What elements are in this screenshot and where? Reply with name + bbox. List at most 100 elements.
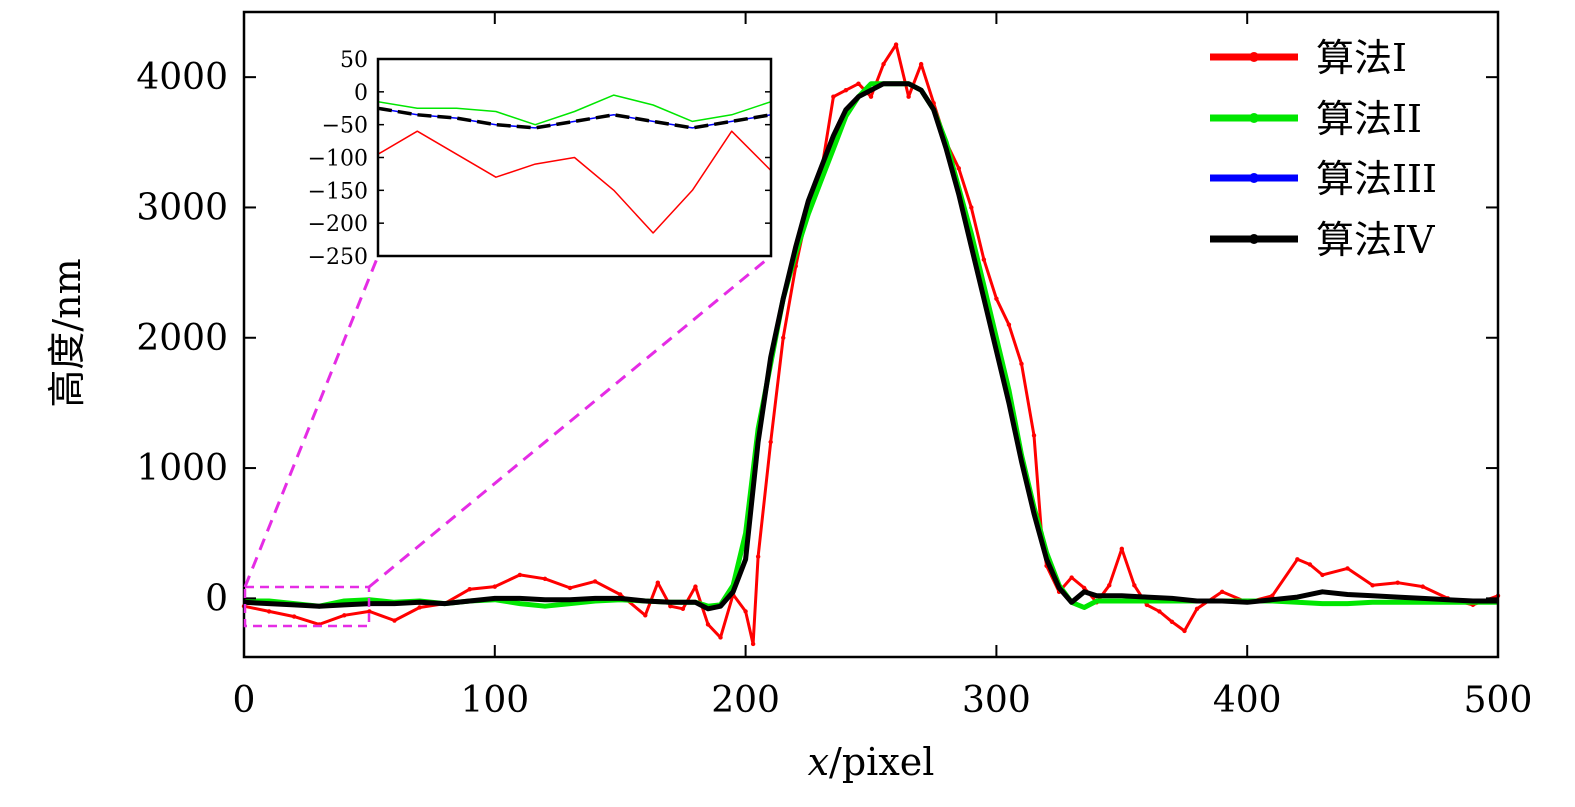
data-point xyxy=(743,609,748,614)
x-axis-label-var: x xyxy=(808,740,829,784)
data-point xyxy=(680,606,686,611)
x-tick-label: 400 xyxy=(1213,680,1282,721)
data-point xyxy=(718,635,723,640)
data-point xyxy=(592,579,598,584)
legend-item-algo-3: 算法III xyxy=(1210,157,1437,201)
data-point xyxy=(1119,546,1125,552)
inset-series-line-1 xyxy=(377,130,772,234)
zoom-connector-left xyxy=(243,255,380,588)
legend-marker-algo-4 xyxy=(1249,234,1259,244)
legend: 算法I 算法II 算法III 算法IV xyxy=(1210,36,1437,262)
plot-frame xyxy=(242,10,1500,659)
zoom-indicator xyxy=(243,254,772,628)
inset-y-axis: 50 0 −50 −100 −150 −200 −250 xyxy=(308,48,771,270)
legend-item-algo-2: 算法II xyxy=(1210,97,1422,141)
data-point xyxy=(994,296,999,301)
inset-y-tick-label: 0 xyxy=(354,81,368,106)
data-point xyxy=(1019,361,1024,367)
data-point xyxy=(342,613,347,618)
series-line-4 xyxy=(243,81,1498,612)
data-point xyxy=(906,94,911,99)
data-point xyxy=(266,609,272,614)
data-point xyxy=(956,166,961,171)
x-tick-label: 100 xyxy=(460,680,529,721)
y-tick-label: 1000 xyxy=(136,448,228,489)
legend-item-algo-4: 算法IV xyxy=(1210,218,1435,262)
data-point xyxy=(1081,585,1087,591)
data-point xyxy=(542,576,548,582)
data-point xyxy=(1219,589,1225,595)
data-point xyxy=(1107,583,1112,588)
legend-label-algo-1: 算法I xyxy=(1316,36,1407,80)
legend-item-algo-1: 算法I xyxy=(1210,36,1407,80)
data-point xyxy=(918,61,924,67)
y-axis: 0 1000 2000 3000 4000 xyxy=(136,57,1498,619)
inset-series-group xyxy=(377,94,772,234)
data-point xyxy=(1395,580,1400,585)
x-tick-label: 300 xyxy=(962,680,1031,721)
inset-series-line-4 xyxy=(377,106,772,130)
inset-y-tick-label: −150 xyxy=(308,179,368,204)
data-point xyxy=(1006,322,1012,327)
data-point xyxy=(655,580,661,585)
inset-y-tick-label: −100 xyxy=(308,147,368,172)
y-tick-label: 4000 xyxy=(136,57,228,98)
zoom-region-box xyxy=(243,585,371,628)
data-point xyxy=(1182,628,1187,634)
data-point xyxy=(1069,575,1074,580)
data-point xyxy=(1194,606,1200,611)
data-point xyxy=(1420,584,1425,589)
data-point xyxy=(1031,433,1037,438)
data-point xyxy=(517,572,523,578)
data-point xyxy=(1307,562,1313,567)
data-point xyxy=(755,554,761,559)
data-point xyxy=(1157,609,1162,614)
data-point xyxy=(856,81,861,86)
data-point xyxy=(881,61,886,67)
data-point xyxy=(291,614,297,619)
data-point xyxy=(750,641,756,647)
data-point xyxy=(768,439,773,445)
data-point xyxy=(1169,619,1175,625)
x-tick-label: 500 xyxy=(1464,680,1533,721)
data-point xyxy=(392,618,397,623)
inset-chart: 50 0 −50 −100 −150 −200 −250 xyxy=(308,48,773,270)
legend-label-algo-4: 算法IV xyxy=(1316,218,1435,262)
data-point xyxy=(868,94,874,99)
inset-y-tick-label: 50 xyxy=(340,48,368,73)
legend-marker-algo-2 xyxy=(1249,113,1259,123)
data-point xyxy=(1270,593,1275,598)
inset-y-tick-label: −200 xyxy=(308,212,368,237)
data-point xyxy=(643,613,648,618)
inset-series-line-2 xyxy=(377,94,772,126)
x-tick-label: 200 xyxy=(711,680,780,721)
data-point xyxy=(831,94,836,99)
y-tick-label: 0 xyxy=(205,578,228,619)
data-point xyxy=(1370,583,1375,588)
data-point xyxy=(567,585,573,591)
legend-marker-algo-3 xyxy=(1249,173,1259,183)
y-tick-label: 3000 xyxy=(136,187,228,228)
x-axis-label-unit: /pixel xyxy=(829,740,934,784)
legend-marker-algo-1 xyxy=(1249,52,1259,62)
data-point xyxy=(618,592,623,597)
data-point xyxy=(668,603,673,609)
data-point xyxy=(1295,557,1300,562)
data-point xyxy=(969,205,974,210)
data-point xyxy=(693,584,698,589)
x-tick-label: 0 xyxy=(233,680,256,721)
data-point xyxy=(843,87,849,93)
data-point xyxy=(981,257,987,262)
data-point xyxy=(492,584,497,589)
data-point xyxy=(417,605,422,610)
legend-label-algo-3: 算法III xyxy=(1316,157,1437,201)
data-point xyxy=(1345,566,1350,571)
data-point xyxy=(1144,602,1150,608)
data-point xyxy=(893,42,899,47)
legend-label-algo-2: 算法II xyxy=(1316,97,1422,141)
y-tick-label: 2000 xyxy=(136,318,228,359)
inset-y-tick-label: −250 xyxy=(308,245,368,270)
y-axis-label: 高度/nm xyxy=(45,258,89,407)
x-axis: 0 100 200 300 400 500 xyxy=(233,12,1533,721)
